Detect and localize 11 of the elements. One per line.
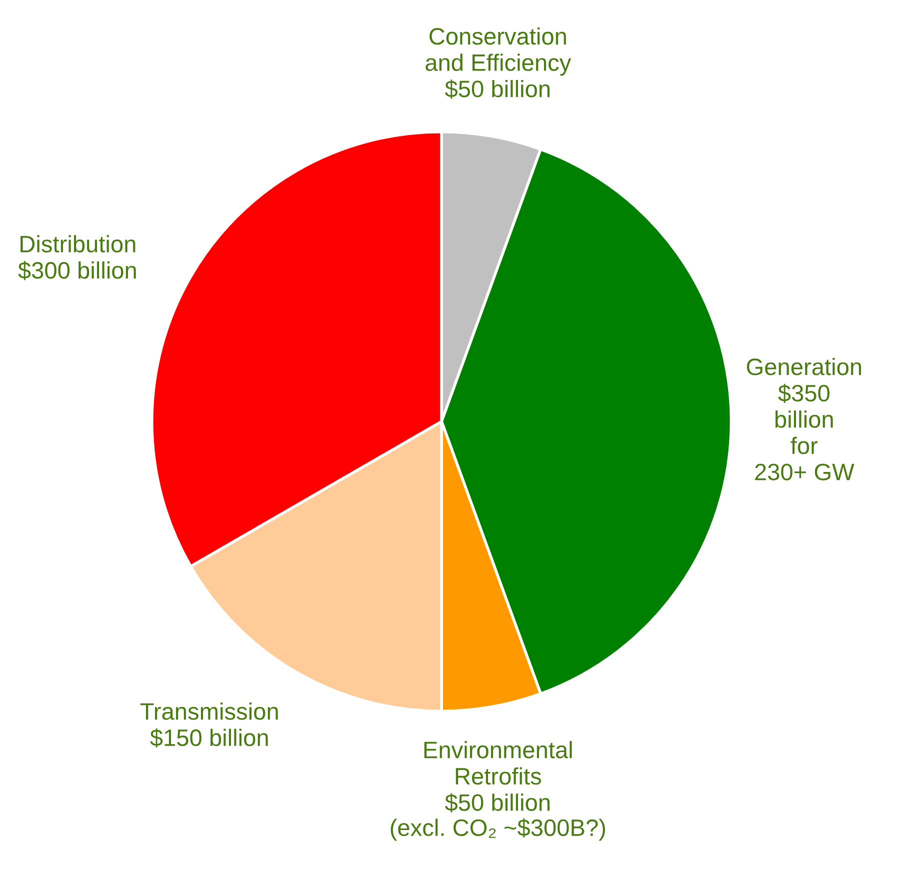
- data-label: $350 billion for 230+ GW: [755, 384, 854, 480]
- data-label: $300 billion: [18, 261, 136, 280]
- slice-label: Conservation and Efficiency: [426, 27, 572, 76]
- data-label: $50 billion: [445, 793, 550, 812]
- slice-label: Environmental Retrofits: [424, 741, 572, 785]
- data-label: $150 billion: [150, 728, 268, 748]
- slice-label: Transmission: [140, 702, 278, 720]
- text: (excl. CO₂ ~$300B?): [390, 818, 606, 841]
- data-label: $50 billion: [445, 80, 550, 99]
- slice-label: Generation: [746, 358, 862, 376]
- slice-label: Distribution: [20, 235, 136, 252]
